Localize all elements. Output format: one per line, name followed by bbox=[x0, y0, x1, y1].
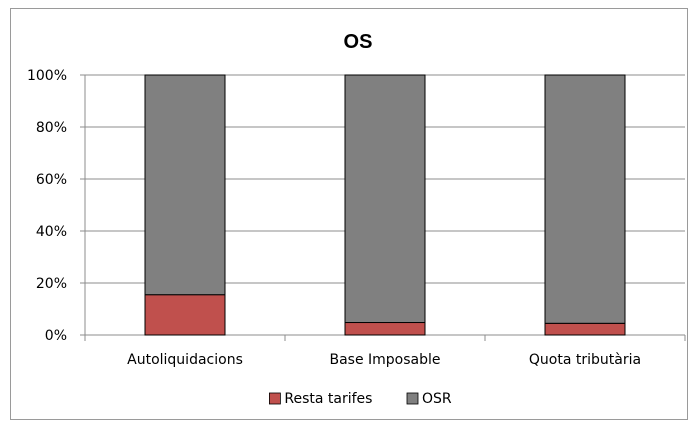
bar-segment-osr bbox=[544, 74, 626, 324]
y-tick-label: 20% bbox=[36, 276, 67, 292]
legend-swatch bbox=[268, 392, 281, 405]
bar-segment-resta-tarifes bbox=[344, 322, 426, 336]
x-axis-labels: Autoliquidacions Base Imposable Quota trib… bbox=[127, 352, 641, 368]
y-tick-label: 40% bbox=[36, 224, 67, 240]
legend: Resta tarifes OSR bbox=[268, 391, 452, 407]
y-tick-label: 100% bbox=[27, 68, 67, 84]
y-tick-label: 80% bbox=[36, 120, 67, 136]
bar-segment-osr bbox=[344, 74, 426, 324]
bars bbox=[144, 74, 626, 336]
y-axis-labels: 0% 20% 40% 60% 80% 100% bbox=[27, 68, 67, 344]
legend-label: Resta tarifes bbox=[284, 391, 372, 407]
bar-segment-osr bbox=[144, 74, 226, 296]
bar-segment-resta-tarifes bbox=[144, 294, 226, 336]
chart-title: OS bbox=[344, 31, 373, 53]
y-tick-label: 60% bbox=[36, 172, 67, 188]
x-category-label: Quota tributària bbox=[529, 352, 641, 368]
legend-label: OSR bbox=[422, 391, 452, 407]
y-tick-label: 0% bbox=[45, 328, 67, 344]
legend-swatch bbox=[406, 392, 419, 405]
x-category-label: Base Imposable bbox=[329, 352, 440, 368]
bar-segment-resta-tarifes bbox=[544, 322, 626, 336]
x-category-label: Autoliquidacions bbox=[127, 352, 243, 368]
